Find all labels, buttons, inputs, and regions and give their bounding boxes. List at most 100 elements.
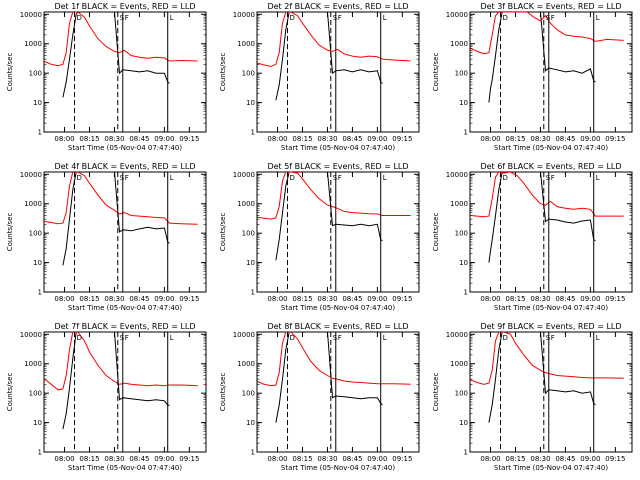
marker-label: D <box>290 334 295 342</box>
plot-frame <box>469 331 633 453</box>
y-tick-label: 1 <box>38 129 42 137</box>
y-tick-label: 1000 <box>24 200 42 208</box>
x-tick-label: 08:30 <box>104 455 124 463</box>
x-axis-label: Start Time (05-Nov-04 07:47:40) <box>68 464 182 472</box>
x-axis-label: Start Time (05-Nov-04 07:47:40) <box>281 144 395 152</box>
y-tick-label: 1000 <box>450 200 468 208</box>
x-tick-label: 08:45 <box>342 455 362 463</box>
x-tick-label: 08:15 <box>79 455 99 463</box>
detector-panel: Det 6f BLACK = Events, RED = LLD 1 10 100 10… <box>432 162 633 312</box>
series-line-lld <box>257 12 411 67</box>
plot-frame <box>256 171 420 293</box>
plot-frame <box>43 331 207 453</box>
y-tick-label: 100 <box>242 230 255 238</box>
detector-panel: Det 1f BLACK = Events, RED = LLD 1 10 100 10… <box>6 2 207 152</box>
x-tick-label: 08:00 <box>480 295 500 303</box>
series-line-lld <box>470 172 624 218</box>
x-tick-label: 08:30 <box>104 135 124 143</box>
y-tick-label: 10000 <box>20 171 42 179</box>
x-tick-label: 09:15 <box>179 135 199 143</box>
y-tick-label: 1 <box>251 449 255 457</box>
y-tick-label: 1 <box>251 289 255 297</box>
x-tick-label: 08:15 <box>79 135 99 143</box>
y-tick-label: 100 <box>29 230 42 238</box>
y-tick-label: 1 <box>464 289 468 297</box>
x-axis-label: Start Time (05-Nov-04 07:47:40) <box>68 304 182 312</box>
series-line-events <box>62 172 170 266</box>
y-axis-label: Counts/sec <box>6 373 14 412</box>
y-tick-label: 10 <box>33 99 42 107</box>
y-tick-label: 10000 <box>446 171 468 179</box>
x-tick-label: 08:15 <box>292 295 312 303</box>
y-tick-label: 1 <box>464 449 468 457</box>
marker-label: F <box>338 334 342 342</box>
y-tick-label: 1 <box>38 289 42 297</box>
x-tick-label: 09:15 <box>392 135 412 143</box>
x-tick-label: 09:15 <box>179 295 199 303</box>
y-tick-label: 1000 <box>237 360 255 368</box>
x-tick-label: 09:15 <box>179 455 199 463</box>
marker-label: F <box>125 174 129 182</box>
marker-label: L <box>383 14 387 22</box>
marker-label: L <box>596 14 600 22</box>
marker-label: D <box>290 174 295 182</box>
y-tick-label: 10 <box>246 259 255 267</box>
x-tick-label: 08:30 <box>530 295 550 303</box>
y-tick-label: 10000 <box>233 331 255 339</box>
series-line-events <box>62 12 170 98</box>
x-tick-label: 09:00 <box>154 295 174 303</box>
x-tick-label: 08:00 <box>54 455 74 463</box>
marker-label: F <box>551 174 555 182</box>
x-tick-label: 08:15 <box>292 135 312 143</box>
marker-label: D <box>77 334 82 342</box>
series-line-lld <box>470 332 624 385</box>
marker-label: D <box>77 14 82 22</box>
x-tick-label: 08:30 <box>317 295 337 303</box>
y-tick-label: 10 <box>246 99 255 107</box>
series-line-events <box>275 172 383 261</box>
x-tick-label: 08:45 <box>342 295 362 303</box>
y-tick-label: 10000 <box>446 331 468 339</box>
y-tick-label: 100 <box>29 390 42 398</box>
marker-label: D <box>77 174 82 182</box>
marker-label: F <box>338 174 342 182</box>
x-tick-label: 08:15 <box>505 295 525 303</box>
series-line-events <box>62 332 170 430</box>
series-line-lld <box>470 12 624 55</box>
marker-label: D <box>290 14 295 22</box>
y-tick-label: 10 <box>33 259 42 267</box>
marker-label: D <box>503 14 508 22</box>
detector-panel: Det 3f BLACK = Events, RED = LLD 1 10 100 10… <box>432 2 633 152</box>
marker-label: L <box>596 174 600 182</box>
y-tick-label: 1 <box>251 129 255 137</box>
marker-label: D <box>503 174 508 182</box>
x-tick-label: 09:00 <box>154 135 174 143</box>
series-line-events <box>275 332 383 423</box>
detector-panel: Det 8f BLACK = Events, RED = LLD 1 10 100 10… <box>219 322 420 472</box>
y-tick-label: 1000 <box>24 40 42 48</box>
x-tick-label: 09:00 <box>367 455 387 463</box>
y-tick-label: 10000 <box>233 171 255 179</box>
y-tick-label: 10000 <box>20 11 42 19</box>
x-tick-label: 09:00 <box>580 135 600 143</box>
plot-frame <box>256 11 420 133</box>
y-tick-label: 10 <box>33 419 42 427</box>
x-tick-label: 08:45 <box>129 135 149 143</box>
plot-frame <box>256 331 420 453</box>
panel-title: Det 4f BLACK = Events, RED = LLD <box>54 162 195 171</box>
x-tick-label: 09:15 <box>605 295 625 303</box>
x-tick-label: 08:00 <box>480 135 500 143</box>
x-tick-label: 09:15 <box>605 455 625 463</box>
x-tick-label: 08:45 <box>555 455 575 463</box>
x-tick-label: 08:00 <box>480 455 500 463</box>
x-axis-label: Start Time (05-Nov-04 07:47:40) <box>68 144 182 152</box>
marker-label: L <box>170 174 174 182</box>
x-tick-label: 08:30 <box>317 455 337 463</box>
x-tick-label: 08:30 <box>104 295 124 303</box>
x-tick-label: 08:30 <box>317 135 337 143</box>
y-tick-label: 10 <box>459 419 468 427</box>
y-tick-label: 1 <box>38 449 42 457</box>
marker-label: F <box>125 334 129 342</box>
panel-title: Det 2f BLACK = Events, RED = LLD <box>267 2 408 11</box>
